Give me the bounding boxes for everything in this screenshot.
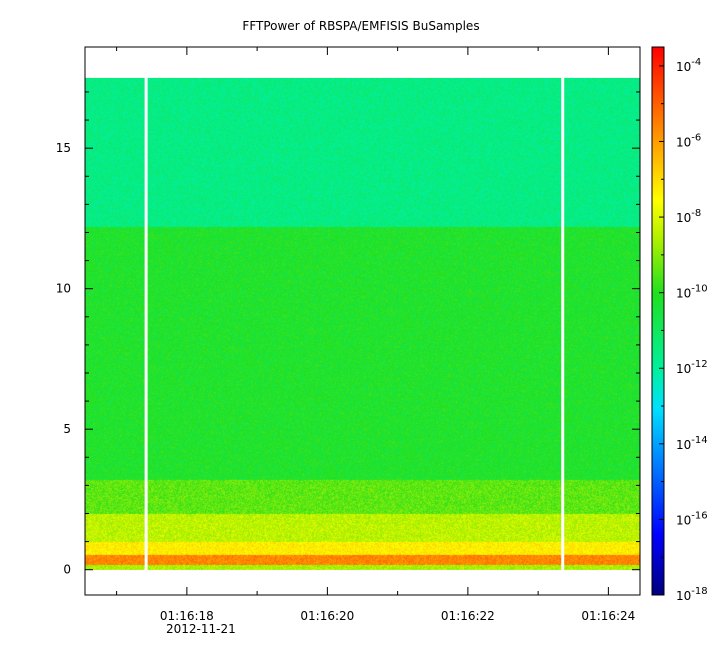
x-date-label: 2012-11-21: [166, 622, 236, 636]
colorbar-tick-label: 10-4: [676, 57, 701, 74]
colorbar-tick-label: 10-18: [676, 586, 708, 603]
gap-line: [144, 77, 148, 570]
colorbar-axis: 10-18 10-16 10-14 10-12 10-10 10-8 10-6 10-4: [659, 57, 708, 603]
y-axis: 0 5 10 15: [56, 91, 640, 577]
colorbar-tick-label: 10-10: [676, 284, 708, 301]
gap-line: [561, 77, 565, 570]
chart-title: FFTPower of RBSPA/EMFISIS BuSamples: [242, 19, 479, 33]
data-gaps: [144, 77, 565, 570]
colorbar-tick-label: 10-16: [676, 510, 708, 527]
x-axis: 01:16:18 01:16:20 01:16:22 01:16:24: [116, 47, 635, 623]
y-tick-label: 5: [63, 422, 71, 436]
x-tick-label: 01:16:20: [300, 609, 354, 623]
plot-frame: [84, 46, 641, 596]
x-tick-label: 01:16:18: [160, 609, 214, 623]
colorbar-tick-label: 10-8: [676, 208, 701, 225]
y-tick-label: 10: [56, 282, 71, 296]
x-tick-label: 01:16:24: [581, 609, 635, 623]
x-tick-label: 01:16:22: [441, 609, 495, 623]
spectrogram-image: [85, 77, 640, 570]
colorbar-tick-label: 10-14: [676, 435, 708, 452]
colorbar-tick-label: 10-6: [676, 132, 701, 149]
colorbar-tick-label: 10-12: [676, 359, 708, 376]
y-tick-label: 15: [56, 141, 71, 155]
colorbar: [651, 46, 665, 596]
y-tick-label: 0: [63, 563, 71, 577]
